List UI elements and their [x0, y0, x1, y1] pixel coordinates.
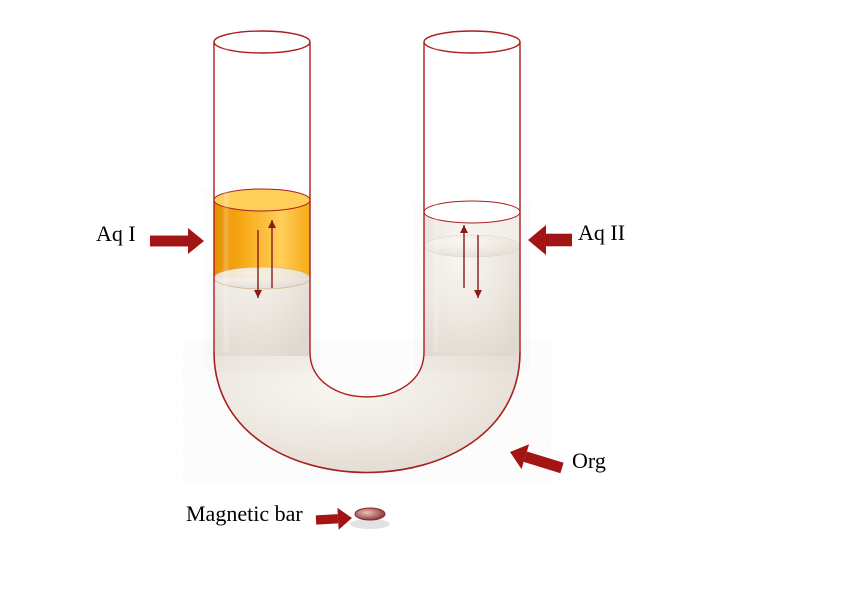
utube-diagram — [0, 0, 850, 601]
aq1-arrow — [150, 228, 204, 254]
aq2-arrow — [528, 225, 572, 255]
left-glass-highlight — [222, 48, 240, 352]
magnetic-bar — [355, 508, 385, 520]
aq1-label: Aq I — [96, 221, 136, 247]
org-arrow — [506, 440, 566, 481]
magbar-label: Magnetic bar — [186, 501, 303, 527]
aq2-label: Aq II — [578, 220, 625, 246]
right-glass-highlight — [432, 48, 450, 352]
org-label: Org — [572, 448, 606, 474]
magbar-arrow — [315, 507, 352, 531]
org-phase — [214, 352, 520, 472]
